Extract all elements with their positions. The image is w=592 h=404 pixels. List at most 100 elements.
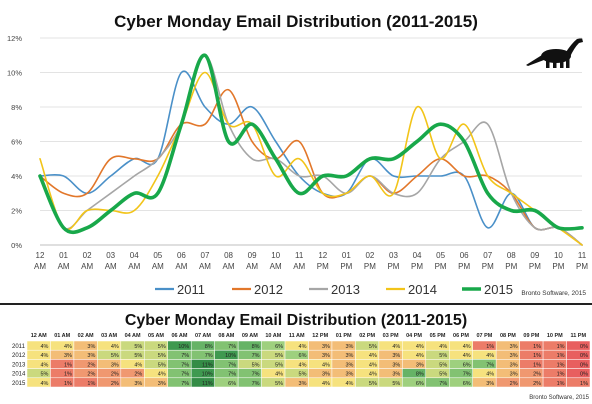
heatmap-cell-value: 6% [416, 381, 424, 387]
heatmap-cell-value: 8% [252, 344, 260, 350]
x-tick-label: 01 PM [340, 251, 352, 271]
heatmap-cell-value: 1% [533, 353, 541, 359]
heatmap-cell-value: 7% [463, 372, 471, 378]
heatmap-cell-value: 3% [392, 362, 400, 368]
legend-label-2011: 2011 [177, 282, 205, 297]
heatmap-cell-value: 1% [64, 372, 72, 378]
heatmap-column-label: 12 PM [312, 333, 328, 339]
heatmap-cell-value: 2% [533, 381, 541, 387]
heatmap-cell-value: 7% [205, 353, 213, 359]
line-chart-credit: Bronto Software, 2015 [521, 290, 586, 297]
heatmap-column-label: 04 PM [406, 333, 422, 339]
heatmap-cell-value: 2% [87, 362, 95, 368]
heatmap-cell-value: 7% [181, 372, 189, 378]
x-axis-ticks: 12 AM 01 AM 02 AM 03 AM 04 AM 05 AM 06 AM 07 AM 08 AM 09 AM… [34, 251, 588, 271]
heatmap-column-label: 10 PM [547, 333, 563, 339]
heatmap-cell-value: 10% [202, 372, 213, 378]
heatmap-cell-value: 7% [228, 344, 236, 350]
heatmap-cell-value: 7% [252, 353, 260, 359]
heatmap-cell-value: 4% [41, 381, 49, 387]
heatmap-cell-value: 11% [202, 381, 213, 387]
heatmap-cell [566, 377, 591, 388]
heatmap-cell-value: 5% [369, 381, 377, 387]
heatmap-cell-value: 3% [510, 362, 518, 368]
heatmap-cell-value: 5% [158, 362, 166, 368]
heatmap-cell-value: 4% [322, 362, 330, 368]
heatmap-column-label: 08 AM [218, 333, 234, 339]
y-tick-label: 4% [11, 172, 22, 181]
heatmap-column-label: 09 AM [242, 333, 258, 339]
heatmap-cell-value: 2% [533, 372, 541, 378]
x-tick-label: 09 AM [246, 251, 258, 271]
heatmap-cell-value: 4% [369, 353, 377, 359]
heatmap-cell-value: 1% [557, 372, 565, 378]
heatmap-cell-value: 4% [134, 362, 142, 368]
heatmap-credit: Bronto Software, 2015 [529, 395, 589, 401]
heatmap-cell-value: 1% [557, 353, 565, 359]
heatmap-cell-value: 5% [134, 353, 142, 359]
heatmap-cell-value: 5% [392, 381, 400, 387]
heatmap-cell-value: 4% [416, 353, 424, 359]
heatmap-cell-value: 5% [158, 344, 166, 350]
heatmap-column-label: 05 PM [430, 333, 446, 339]
x-tick-label: 12 AM [34, 251, 46, 271]
heatmap-table: 12 AM 01 AM 02 AM 03 AM 04 AM 05 AM 06 AM 07 AM… [12, 333, 591, 388]
heatmap-cell-value: 1% [64, 381, 72, 387]
heatmap-title: Cyber Monday Email Distribution (2011-20… [125, 312, 467, 329]
heatmap-cell-value: 3% [322, 353, 330, 359]
x-tick-label: 12 PM [317, 251, 329, 271]
heatmap-column-label: 04 AM [125, 333, 141, 339]
gridlines [40, 37, 582, 246]
heatmap-cell-value: 2% [87, 372, 95, 378]
heatmap-cell-value: 3% [87, 344, 95, 350]
x-tick-label: 11 AM [293, 251, 305, 271]
heatmap-cell-value: 4% [41, 362, 49, 368]
legend-label-2014: 2014 [408, 282, 437, 297]
heatmap-cell-value: 3% [345, 344, 353, 350]
heatmap-column-label: 02 AM [78, 333, 94, 339]
heatmap-cell-value: 4% [369, 362, 377, 368]
heatmap-cell-value: 5% [439, 353, 447, 359]
heatmap-cell-value: 1% [533, 344, 541, 350]
heatmap-cell-value: 7% [439, 381, 447, 387]
heatmap-cell-value: 4% [322, 381, 330, 387]
heatmap-cell-value: 3% [111, 362, 119, 368]
heatmap-rows: 2011 4% 4% 3% 4% 5% 5% 10% 8% 7% 8% 6% 4% 3% 3% 5% 4% 4% 4… [12, 340, 591, 388]
heatmap-cell-value: 0% [580, 353, 588, 359]
heatmap-cell-value: 3% [510, 344, 518, 350]
heatmap-row-label: 2012 [12, 353, 26, 359]
dinosaur-logo-leg-4 [566, 59, 570, 68]
x-tick-label: 08 PM [505, 251, 517, 271]
x-tick-label: 03 AM [105, 251, 117, 271]
heatmap-cell-value: 5% [275, 353, 283, 359]
heatmap-column-label: 06 PM [453, 333, 469, 339]
heatmap-column-label: 07 AM [195, 333, 211, 339]
x-tick-label: 02 AM [81, 251, 93, 271]
heatmap-row-label: 2011 [12, 344, 26, 350]
heatmap-column-label: 08 PM [500, 333, 516, 339]
heatmap-cell-value: 4% [64, 344, 72, 350]
heatmap-cell-value: 4% [463, 353, 471, 359]
heatmap-cell-value: 4% [439, 344, 447, 350]
heatmap-cell-value: 7% [181, 381, 189, 387]
heatmap-cell-value: 5% [41, 372, 49, 378]
heatmap-cell-value: 5% [158, 353, 166, 359]
y-axis-ticks: 0% 2% 4% 6% 8% 10% 12% [7, 34, 22, 250]
x-tick-label: 06 AM [175, 251, 187, 271]
heatmap-cell-value: 6% [275, 344, 283, 350]
heatmap-cell-value: 7% [252, 372, 260, 378]
heatmap-cell-value: 4% [299, 344, 307, 350]
heatmap-cell-value: 4% [111, 344, 119, 350]
heatmap-column-label: 03 AM [101, 333, 117, 339]
heatmap-cell-value: 10% [178, 344, 189, 350]
heatmap-cell-value: 3% [158, 381, 166, 387]
heatmap-cell-value: 8% [205, 344, 213, 350]
x-tick-label: 07 AM [199, 251, 211, 271]
heatmap-column-label: 11 AM [289, 333, 305, 339]
legend-label-2012: 2012 [254, 282, 283, 297]
heatmap-cell-value: 4% [392, 344, 400, 350]
heatmap-column-label: 05 AM [148, 333, 164, 339]
heatmap-cell-value: 1% [580, 381, 588, 387]
heatmap-cell-value: 3% [64, 353, 72, 359]
